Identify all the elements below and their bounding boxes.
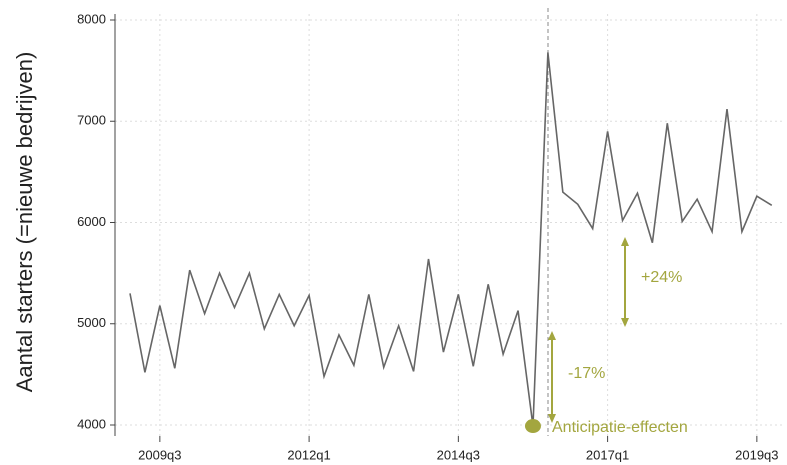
highlight-marker — [524, 419, 541, 434]
x-tick-label: 2012q1 — [287, 447, 330, 462]
x-tick-label: 2019q3 — [735, 447, 778, 462]
annotation: +24% — [641, 269, 682, 286]
y-tick-label: 7000 — [77, 113, 106, 128]
annotation: -17% — [568, 365, 605, 382]
line — [129, 52, 773, 427]
y-tick-label: 8000 — [77, 11, 106, 26]
x-tick-label: 2014q3 — [437, 447, 480, 462]
y-tick-label: 4000 — [77, 416, 106, 431]
x-tick-label: 2017q1 — [586, 447, 629, 462]
annotation: Anticipatie-effecten — [552, 419, 688, 436]
y-tick-label: 5000 — [77, 315, 106, 330]
arrow-head — [621, 237, 629, 327]
x-tick-label: 2009q3 — [138, 447, 181, 462]
y-tick-label: 6000 — [77, 214, 106, 229]
arrows — [548, 237, 629, 423]
y-axis-label: Aantal starters (=nieuwe bedrijven) — [12, 52, 37, 393]
